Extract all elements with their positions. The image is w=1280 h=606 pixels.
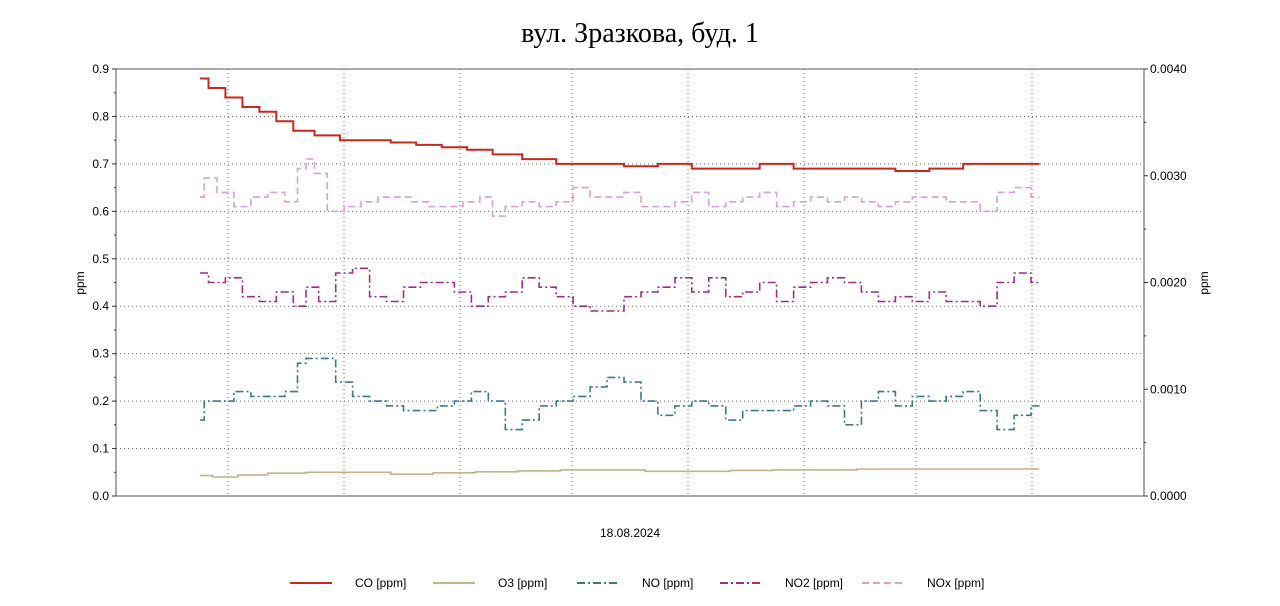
series-line-no — [200, 357, 1040, 431]
y-right-tick-label: 0.0040 — [1150, 62, 1187, 76]
y-tick-label: 0.6 — [92, 204, 109, 218]
grid — [116, 69, 1144, 496]
right-axis: 0.0000 0.0010 0.0020 0.0030 0.0040 — [1144, 62, 1187, 503]
legend-label: CO [ppm] — [355, 576, 406, 590]
y-tick-label: 0.5 — [92, 252, 109, 266]
plot-frame — [115, 68, 1145, 497]
y-right-tick-label: 0.0030 — [1150, 169, 1187, 183]
series-line-co — [200, 77, 1040, 172]
series-layer — [200, 77, 1040, 478]
y-tick-label: 0.0 — [92, 489, 109, 503]
legend: CO [ppm] O3 [ppm] NO [ppm] NO2 [ppm] NOx [pp… — [290, 576, 984, 590]
legend-label: NO [ppm] — [642, 576, 693, 590]
y-tick-label: 0.7 — [92, 157, 109, 171]
legend-label: NOx [ppm] — [927, 576, 984, 590]
x-axis-label: 18.08.2024 — [600, 526, 660, 540]
y-tick-label: 0.2 — [92, 394, 109, 408]
y-axis-label-right: ppm — [1197, 271, 1211, 294]
chart-title: вул. Зразкова, буд. 1 — [521, 18, 759, 49]
y-tick-label: 0.8 — [92, 109, 109, 123]
y-right-tick-label: 0.0000 — [1150, 489, 1187, 503]
left-axis: 0.0 0.1 0.2 0.3 0.4 0.5 0.6 0.7 0.8 0.9 — [92, 62, 116, 503]
legend-label: O3 [ppm] — [498, 576, 547, 590]
series-line-nox — [200, 158, 1040, 217]
y-right-tick-label: 0.0010 — [1150, 382, 1187, 396]
y-tick-label: 0.1 — [92, 442, 109, 456]
y-tick-label: 0.9 — [92, 62, 109, 76]
series-line-o3 — [200, 468, 1040, 478]
y-tick-label: 0.4 — [92, 299, 109, 313]
series-line-no2 — [200, 267, 1040, 312]
y-axis-label-left: ppm — [73, 271, 87, 294]
y-right-tick-label: 0.0020 — [1150, 276, 1187, 290]
y-tick-label: 0.3 — [92, 347, 109, 361]
legend-label: NO2 [ppm] — [785, 576, 843, 590]
